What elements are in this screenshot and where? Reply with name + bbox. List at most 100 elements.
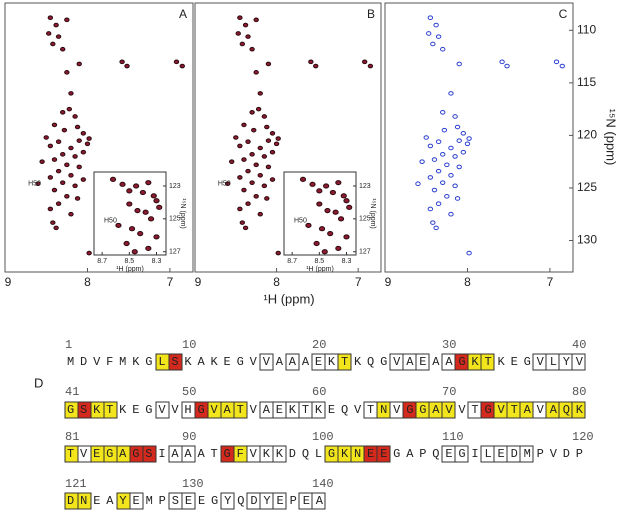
peak — [50, 41, 56, 47]
peak — [448, 173, 454, 178]
inset-peak — [318, 226, 326, 232]
x-tick-label: 7 — [547, 275, 554, 289]
inset-peak — [153, 234, 160, 240]
x-tick-label: 9 — [5, 275, 12, 289]
panel-frame — [4, 2, 194, 273]
peak — [435, 168, 442, 174]
residue-number: 121 — [65, 477, 87, 491]
peak-annotation: H50 — [218, 181, 231, 188]
peak — [53, 22, 59, 28]
inset-peak — [332, 209, 339, 215]
residue-highlight — [480, 353, 495, 371]
peak — [553, 59, 560, 65]
residue-number: 10 — [182, 338, 196, 352]
peak — [47, 15, 54, 21]
peak — [313, 63, 319, 69]
y-tick-label: 120 — [577, 128, 597, 142]
residue-highlight — [272, 445, 287, 463]
residue-highlight — [571, 353, 586, 371]
y-tick-label: 125 — [577, 180, 597, 194]
peak — [444, 162, 450, 168]
inset-peak — [299, 176, 307, 182]
inset-peak — [343, 198, 350, 204]
inset-peak — [323, 183, 330, 189]
peak — [241, 187, 247, 193]
peak — [72, 154, 78, 159]
inset-peak — [123, 240, 130, 247]
residue-number: 50 — [182, 385, 196, 399]
peak — [51, 122, 58, 128]
peak — [60, 109, 66, 115]
peak — [269, 149, 276, 155]
peak — [249, 46, 255, 52]
residue-highlight — [155, 401, 170, 419]
residue-highlight — [103, 401, 118, 419]
peak — [35, 181, 41, 187]
peak — [68, 173, 74, 178]
x-axis-title: ¹H (ppm) — [263, 291, 314, 306]
peak — [47, 143, 54, 149]
peak — [452, 114, 458, 119]
peak — [431, 187, 438, 193]
peak — [261, 154, 268, 159]
peak — [124, 63, 130, 69]
peak — [64, 194, 70, 199]
residue-number: 130 — [182, 477, 204, 491]
peak — [76, 138, 82, 143]
residue-highlight — [376, 445, 391, 463]
inset-x-title: ¹H (ppm) — [116, 266, 144, 273]
x-tick-label: 9 — [195, 275, 202, 289]
peak — [72, 114, 78, 119]
peak — [452, 183, 458, 189]
inset-y-title: ¹⁵N (ppm) — [369, 198, 376, 229]
residue-highlight — [181, 492, 196, 510]
peak — [245, 201, 251, 206]
residue-highlight — [259, 353, 274, 371]
inset-y-tick-label: 127 — [359, 249, 371, 256]
inset-peak — [346, 204, 353, 210]
peak — [419, 159, 425, 164]
peak — [60, 46, 66, 52]
residue-number: 40 — [572, 338, 586, 352]
residue-highlight — [272, 492, 287, 510]
peak — [86, 136, 92, 141]
peak — [55, 139, 62, 145]
peak — [253, 70, 259, 75]
inset-peak — [133, 183, 140, 189]
residue-number: 41 — [65, 385, 79, 399]
peak — [464, 141, 471, 147]
inset-x-tick-label: 8.3 — [342, 258, 352, 265]
peak — [245, 168, 251, 174]
peak — [50, 220, 56, 225]
peak — [448, 145, 454, 151]
peak — [448, 211, 454, 217]
panel-label: C — [559, 7, 568, 21]
residue-number: 120 — [572, 430, 594, 444]
peak — [68, 91, 74, 96]
peak — [257, 211, 263, 217]
peak — [47, 175, 54, 180]
inset-peak — [126, 188, 133, 194]
peak — [224, 181, 231, 187]
peak — [257, 173, 263, 178]
y-tick-label: 130 — [577, 233, 597, 247]
peak — [119, 59, 125, 65]
peak — [435, 34, 442, 39]
inset-annotation: H50 — [104, 217, 117, 224]
peak — [55, 201, 62, 206]
inset-x-tick-label: 8.7 — [97, 258, 107, 265]
peak — [499, 59, 505, 65]
peak — [427, 206, 434, 212]
inset-peak — [340, 193, 347, 199]
inset-x-title: ¹H (ppm) — [306, 266, 334, 273]
inset-y-tick-label: 123 — [169, 183, 181, 190]
inset-peak — [147, 216, 155, 222]
inset-frame — [283, 171, 357, 256]
peak — [257, 145, 263, 151]
peak — [427, 143, 434, 149]
peak — [504, 63, 510, 69]
inset-x-tick-label: 8.3 — [152, 258, 162, 265]
residue-number: 110 — [442, 430, 464, 444]
peak — [68, 145, 74, 151]
peak — [440, 109, 446, 115]
